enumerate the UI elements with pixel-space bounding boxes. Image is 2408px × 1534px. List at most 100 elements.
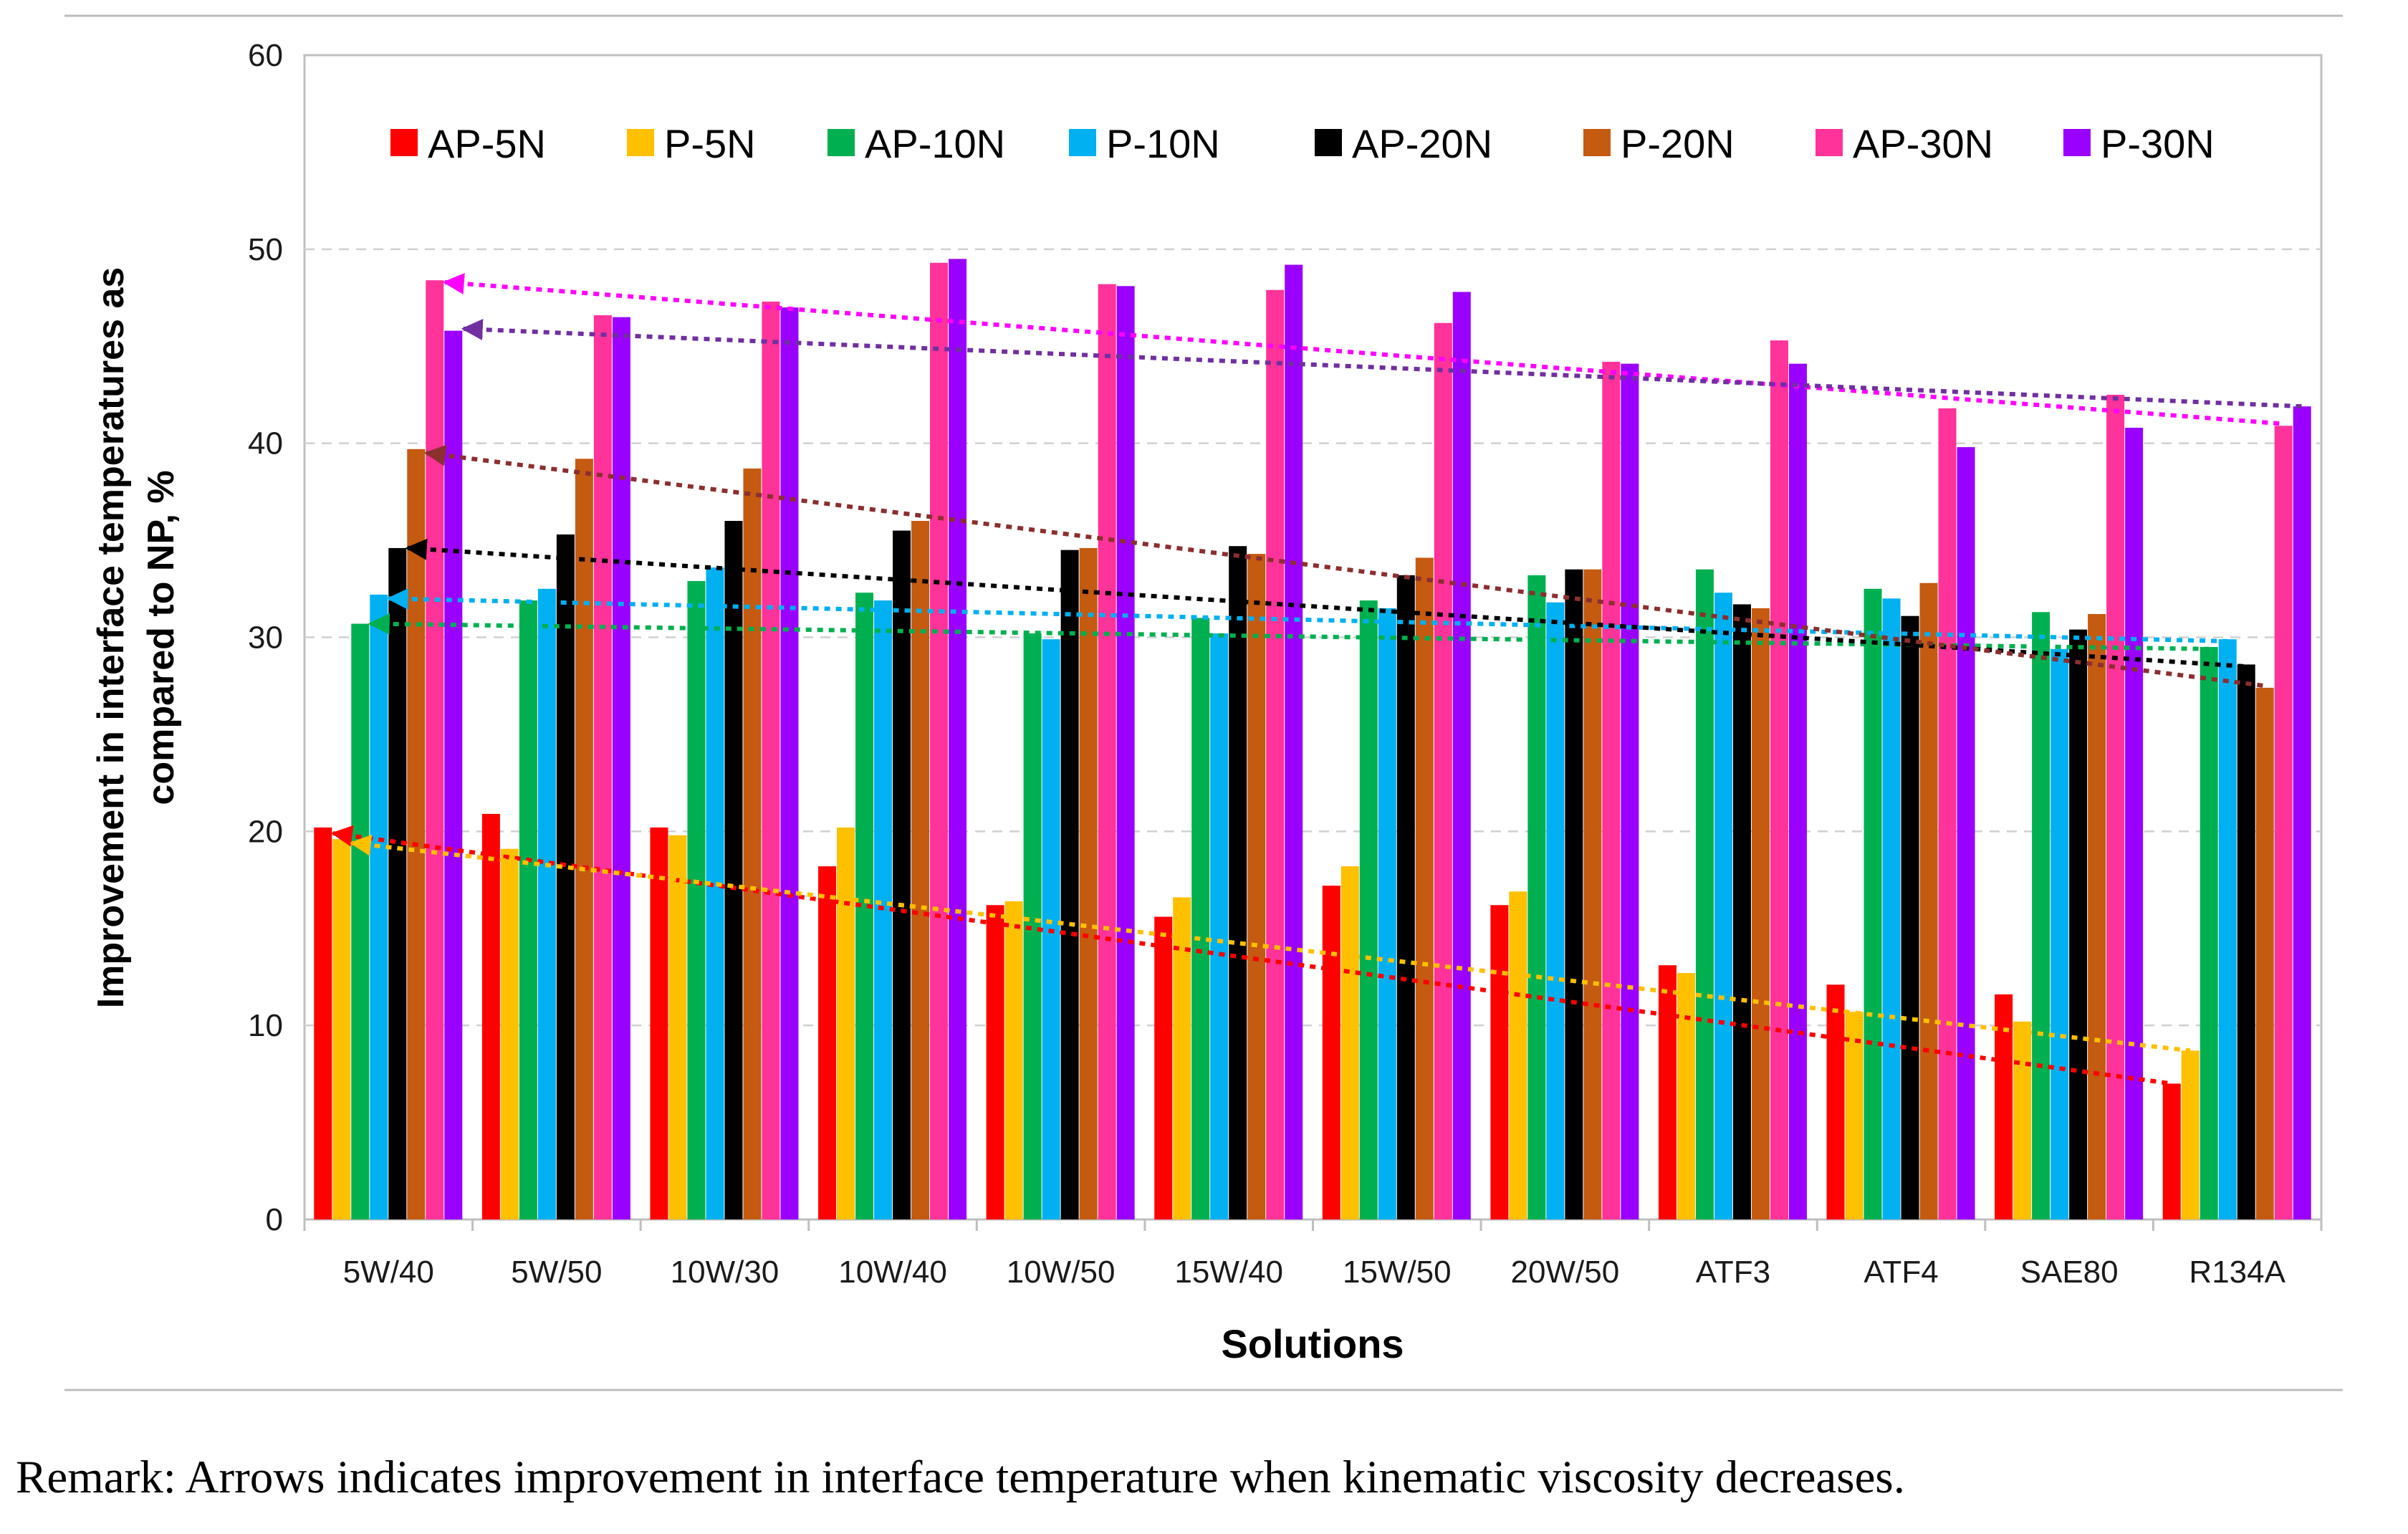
bar bbox=[2181, 1050, 2200, 1219]
legend-label: P-10N bbox=[1106, 121, 1220, 166]
legend-label: P-5N bbox=[664, 121, 756, 166]
svg-text:compared to NP, %: compared to NP, % bbox=[140, 470, 182, 805]
bar bbox=[780, 307, 799, 1219]
legend-item: P-30N bbox=[2063, 121, 2215, 166]
bar bbox=[1546, 602, 1565, 1219]
y-tick-label: 20 bbox=[248, 814, 283, 849]
bar bbox=[1359, 600, 1378, 1219]
bar bbox=[1695, 569, 1714, 1219]
legend: AP-5N P-5N AP-10N P-10N AP-20N P-20N AP-30N P-3… bbox=[390, 121, 2215, 166]
y-tick-label: 10 bbox=[248, 1008, 283, 1043]
bar bbox=[1322, 886, 1340, 1219]
bar bbox=[1770, 340, 1788, 1219]
bar bbox=[2125, 428, 2144, 1219]
bar bbox=[481, 813, 500, 1219]
bar bbox=[1415, 557, 1434, 1219]
bar bbox=[1901, 615, 1919, 1219]
bar bbox=[1509, 891, 1527, 1219]
gridlines bbox=[304, 248, 2321, 1027]
legend-label: P-20N bbox=[1621, 121, 1735, 166]
bar bbox=[1210, 633, 1229, 1219]
bar bbox=[1173, 897, 1191, 1219]
legend-label: AP-10N bbox=[865, 121, 1005, 166]
legend-swatch bbox=[1583, 129, 1611, 156]
bar bbox=[1826, 984, 1845, 1219]
bar bbox=[1732, 604, 1751, 1219]
bar bbox=[1079, 547, 1098, 1219]
bars bbox=[314, 259, 2311, 1220]
bar bbox=[1714, 593, 1732, 1219]
x-tick-label: 5W/50 bbox=[511, 1255, 602, 1290]
x-tick-label: SAE80 bbox=[2020, 1255, 2119, 1290]
legend-item: AP-5N bbox=[390, 121, 546, 166]
bar bbox=[650, 827, 668, 1219]
legend-label: AP-5N bbox=[428, 121, 546, 166]
bar bbox=[556, 534, 575, 1219]
bar bbox=[1229, 546, 1247, 1219]
bar bbox=[1957, 447, 1975, 1220]
series-P-30N bbox=[444, 259, 2311, 1220]
legend-item: AP-20N bbox=[1315, 121, 1492, 166]
x-tick-label: 10W/30 bbox=[671, 1255, 780, 1290]
bar bbox=[1378, 608, 1396, 1219]
bar bbox=[1995, 994, 2013, 1219]
bar bbox=[706, 567, 724, 1219]
bar bbox=[1266, 289, 1285, 1219]
bar bbox=[407, 449, 426, 1219]
bar bbox=[1919, 583, 1938, 1219]
legend-swatch bbox=[627, 129, 654, 156]
series-P-10N bbox=[370, 567, 2237, 1219]
series-AP-10N bbox=[351, 569, 2218, 1219]
bar bbox=[1004, 901, 1023, 1219]
legend-swatch bbox=[828, 129, 855, 156]
bar bbox=[444, 330, 463, 1219]
svg-text:Improvement in interface tempe: Improvement in interface temperatures as bbox=[90, 267, 132, 1009]
bar bbox=[930, 262, 949, 1220]
bar bbox=[1340, 866, 1359, 1219]
x-tick-label: ATF4 bbox=[1863, 1255, 1938, 1290]
x-tick-label: ATF3 bbox=[1696, 1255, 1770, 1290]
bar bbox=[2013, 1021, 2032, 1219]
bar bbox=[1434, 322, 1452, 1219]
bar bbox=[1285, 264, 1303, 1219]
x-axis-title: Solutions bbox=[1221, 1321, 1404, 1366]
trend-arrow bbox=[405, 538, 2247, 669]
bar bbox=[1938, 408, 1957, 1219]
bar bbox=[1677, 973, 1695, 1219]
bar bbox=[612, 317, 630, 1219]
bar bbox=[2237, 664, 2255, 1219]
bar bbox=[426, 280, 444, 1220]
bar bbox=[2293, 406, 2311, 1220]
bar bbox=[1452, 292, 1471, 1220]
bar bbox=[1583, 569, 1602, 1219]
bar bbox=[332, 839, 351, 1219]
bar bbox=[2088, 614, 2106, 1219]
x-tick-label: 20W/50 bbox=[1511, 1255, 1620, 1290]
y-axis-title: Improvement in interface temperatures as… bbox=[90, 267, 182, 1009]
bar bbox=[818, 866, 837, 1219]
legend-label: AP-30N bbox=[1853, 121, 1993, 166]
x-tick-label: 10W/40 bbox=[838, 1255, 947, 1290]
legend-item: P-10N bbox=[1069, 121, 1220, 166]
legend-swatch bbox=[1069, 129, 1096, 156]
bar bbox=[1154, 916, 1173, 1219]
legend-label: AP-20N bbox=[1352, 121, 1492, 166]
bar bbox=[2255, 687, 2274, 1219]
bar bbox=[687, 580, 706, 1219]
bar bbox=[2050, 648, 2069, 1219]
bar bbox=[1845, 1012, 1863, 1219]
y-tick-label: 0 bbox=[266, 1202, 283, 1237]
bar bbox=[2069, 629, 2088, 1219]
bar bbox=[500, 848, 519, 1219]
bar bbox=[724, 521, 743, 1219]
trend-arrow bbox=[368, 613, 2210, 651]
bar bbox=[986, 905, 1004, 1219]
bar bbox=[1621, 363, 1639, 1219]
bar bbox=[837, 827, 855, 1219]
bar bbox=[1751, 608, 1770, 1219]
legend-item: P-20N bbox=[1583, 121, 1735, 166]
bar bbox=[1565, 569, 1583, 1219]
series-P-20N bbox=[407, 449, 2274, 1220]
x-tick-label: 15W/50 bbox=[1343, 1255, 1452, 1290]
